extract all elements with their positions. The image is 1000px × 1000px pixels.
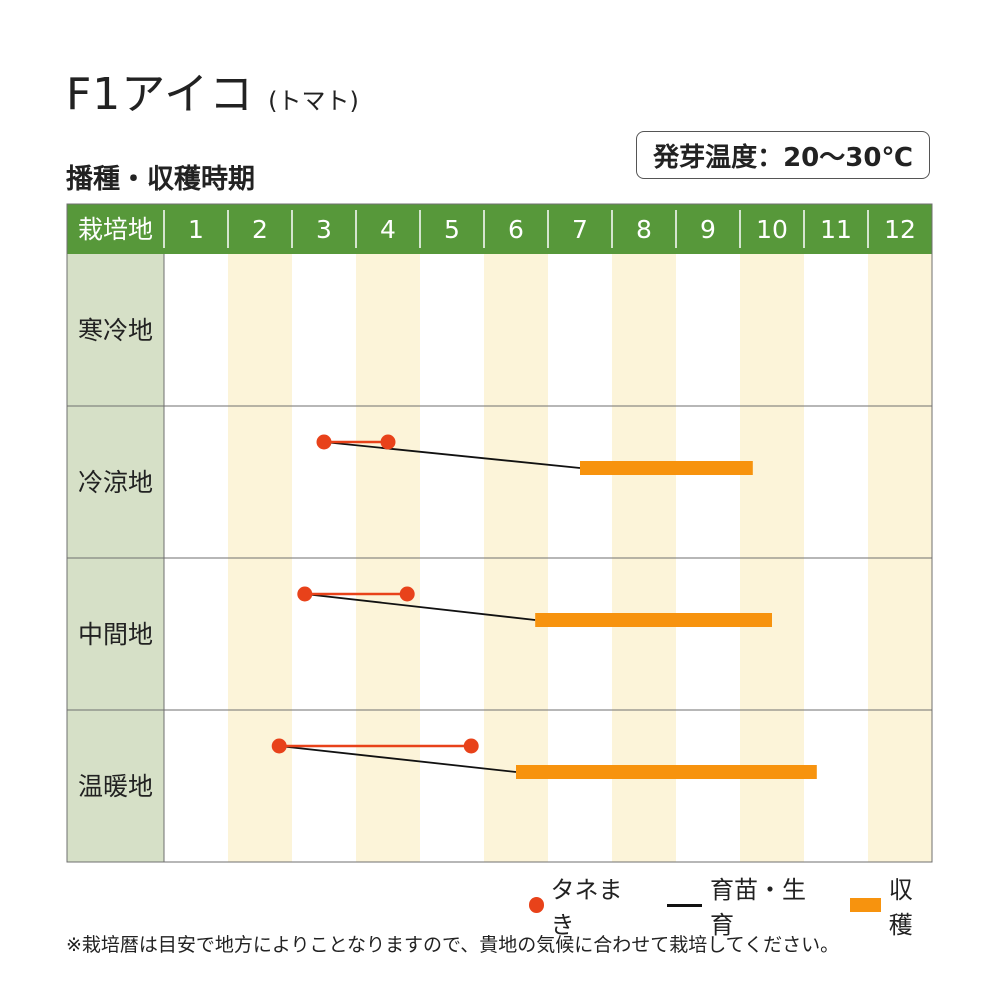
legend-sowing-label: タネまき [550,876,623,939]
title: F1アイコ (トマト) [66,58,359,122]
sowing-start-dot [316,434,332,450]
footnote: ※栽培暦は目安で地方によりことなりますので、貴地の気候に合わせて栽培してください… [66,934,840,956]
title-sub: (トマト) [268,87,359,115]
harvest-bar [516,765,817,779]
month-label: 8 [636,215,652,244]
section-label: 播種・収穫時期 [66,164,255,195]
month-label: 6 [508,215,524,244]
sowing-dot-icon [529,897,545,913]
sowing-end-dot [399,586,415,602]
region-label: 冷涼地 [78,468,153,497]
header-label: 栽培地 [78,215,153,244]
month-label: 5 [444,215,460,244]
month-label: 10 [756,215,788,244]
germination-temp-box: 発芽温度：20〜30℃ [636,131,930,179]
legend: タネまき 育苗・生育 収穫 [505,870,935,940]
chart-border [66,203,933,863]
month-label: 7 [572,215,588,244]
legend-nursery-label: 育苗・生育 [709,876,806,939]
region-label: 中間地 [78,620,153,649]
sowing-end-dot [463,738,479,754]
legend-harvest-label: 収穫 [888,876,913,939]
month-label: 11 [820,215,852,244]
sowing-end-dot [380,434,396,450]
nursery-line [279,745,517,773]
germination-temp-text: 発芽温度：20〜30℃ [653,142,913,173]
legend-harvest: 収穫 [849,870,935,940]
month-label: 2 [252,215,268,244]
month-label: 3 [316,215,332,244]
month-label: 12 [884,215,916,244]
header-bar [67,204,932,254]
nursery-line [304,593,536,621]
harvest-bar [580,461,753,475]
legend-sowing: タネまき [529,870,643,940]
region-label: 温暖地 [78,772,153,801]
nursery-line [323,441,581,469]
sowing-start-dot [297,586,313,602]
month-label: 4 [380,215,396,244]
region-label: 寒冷地 [78,316,153,345]
legend-nursery: 育苗・生育 [667,870,826,940]
nursery-line-icon [667,903,702,907]
month-label: 1 [188,215,204,244]
month-label: 9 [700,215,716,244]
harvest-bar-icon [849,898,881,912]
harvest-bar [535,613,772,627]
sowing-start-dot [271,738,287,754]
title-main: F1アイコ [66,69,255,120]
